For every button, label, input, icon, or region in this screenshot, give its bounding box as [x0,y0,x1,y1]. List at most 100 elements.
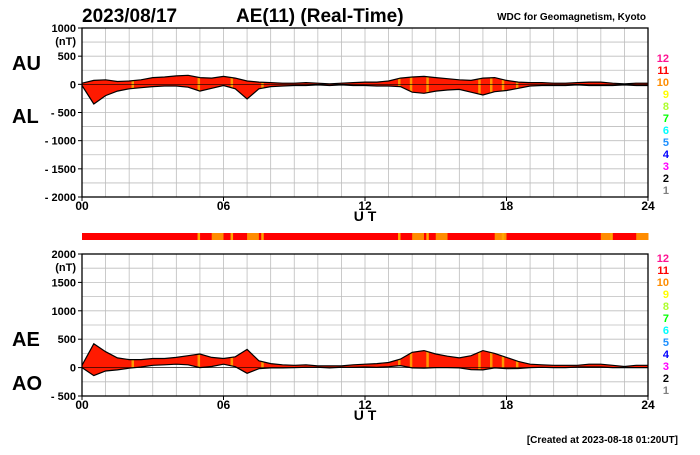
series-label-au: AU [12,53,41,75]
station-streak [409,343,413,376]
band-segment [400,233,413,240]
band-segment [365,233,378,240]
station-legend-4: 4 [663,149,670,161]
band-segment [211,233,224,240]
station-legend-11: 11 [657,265,669,277]
station-legend-12: 12 [657,53,669,65]
band-segment [600,233,614,240]
station-legend-12: 12 [657,253,669,265]
station-streak [426,343,429,376]
band-segment [306,233,319,240]
station-streak [489,75,493,104]
station-legend-10: 10 [657,77,669,89]
station-streak [478,75,481,104]
date-label: 2023/08/17 [82,6,177,27]
created-timestamp: [Created at 2023-08-18 01:20UT] [527,435,678,446]
band-segment [140,233,154,240]
band-segment [247,233,260,240]
series-line-al [81,84,648,105]
y-tick-label: 1000 [52,306,76,318]
y-unit-label: (nT) [55,36,76,48]
station-streak [478,343,481,376]
band-segment [129,233,142,240]
band-segment [105,233,118,240]
station-legend-2: 2 [663,373,669,385]
series-line-au [81,74,648,85]
source-label: WDC for Geomagnetism, Kyoto [497,12,646,23]
band-segment [294,233,307,240]
band-segment [412,233,425,240]
band-segment [317,233,331,240]
x-tick-label: 00 [75,199,89,213]
band-streak [197,233,201,240]
band-segment [188,233,201,240]
band-segment [199,233,213,240]
band-segment [376,233,390,240]
station-legend-5: 5 [663,337,669,349]
station-streak [501,343,505,376]
y-tick-label: 1500 [52,277,76,289]
y-tick-label: 2000 [52,249,76,261]
station-legend-9: 9 [663,89,669,101]
station-legend-4: 4 [663,349,670,361]
band-segment [341,233,354,240]
band-segment [117,233,130,240]
station-streak [489,343,493,376]
band-segment [329,233,342,240]
station-legend-1: 1 [663,185,669,197]
band-segment [459,233,472,240]
station-count-band [82,233,649,240]
station-streak [197,75,201,104]
band-streak [230,233,234,240]
station-streak [501,75,505,104]
band-segment [82,233,95,240]
band-segment [553,233,566,240]
band-streak [426,233,429,240]
band-segment [636,233,649,240]
series-line-ae [81,342,648,368]
station-legend-9: 9 [663,289,669,301]
band-segment [235,233,248,240]
area-fill-au-al [82,75,648,104]
station-legend-3: 3 [663,361,669,373]
band-streak [501,233,505,240]
band-segment [494,233,507,240]
y-tick-label: 500 [58,334,76,346]
band-segment [565,233,578,240]
y-tick-label: 1000 [52,23,76,35]
y-unit-label: (nT) [55,262,76,274]
station-legend-8: 8 [663,101,669,113]
band-segment [506,233,519,240]
station-legend-7: 7 [663,113,669,125]
y-tick-label: - 2000 [45,192,76,204]
x-tick-label: 12 [358,199,372,213]
y-tick-label: - 500 [51,108,76,120]
band-segment [423,233,437,240]
band-segment [589,233,602,240]
x-tick-label: 24 [641,398,655,412]
band-segment [353,233,366,240]
station-legend-2: 2 [663,173,669,185]
y-tick-label: 0 [70,79,76,91]
chart-title: AE(11) (Real-Time) [236,6,404,27]
series-label-ae: AE [12,329,40,351]
band-segment [624,233,637,240]
x-tick-label: 18 [500,398,514,412]
x-tick-label: 12 [358,398,372,412]
band-segment [164,233,177,240]
band-segment [388,233,401,240]
band-streak [398,233,401,240]
station-legend-8: 8 [663,301,669,313]
station-streak [197,343,201,376]
x-axis-label: U T [354,208,377,224]
band-segment [530,233,543,240]
x-tick-label: 00 [75,398,89,412]
y-tick-label: - 500 [51,391,76,403]
band-segment [152,233,166,240]
band-segment [518,233,531,240]
band-segment [223,233,236,240]
station-streak [426,75,429,104]
band-segment [258,233,272,240]
